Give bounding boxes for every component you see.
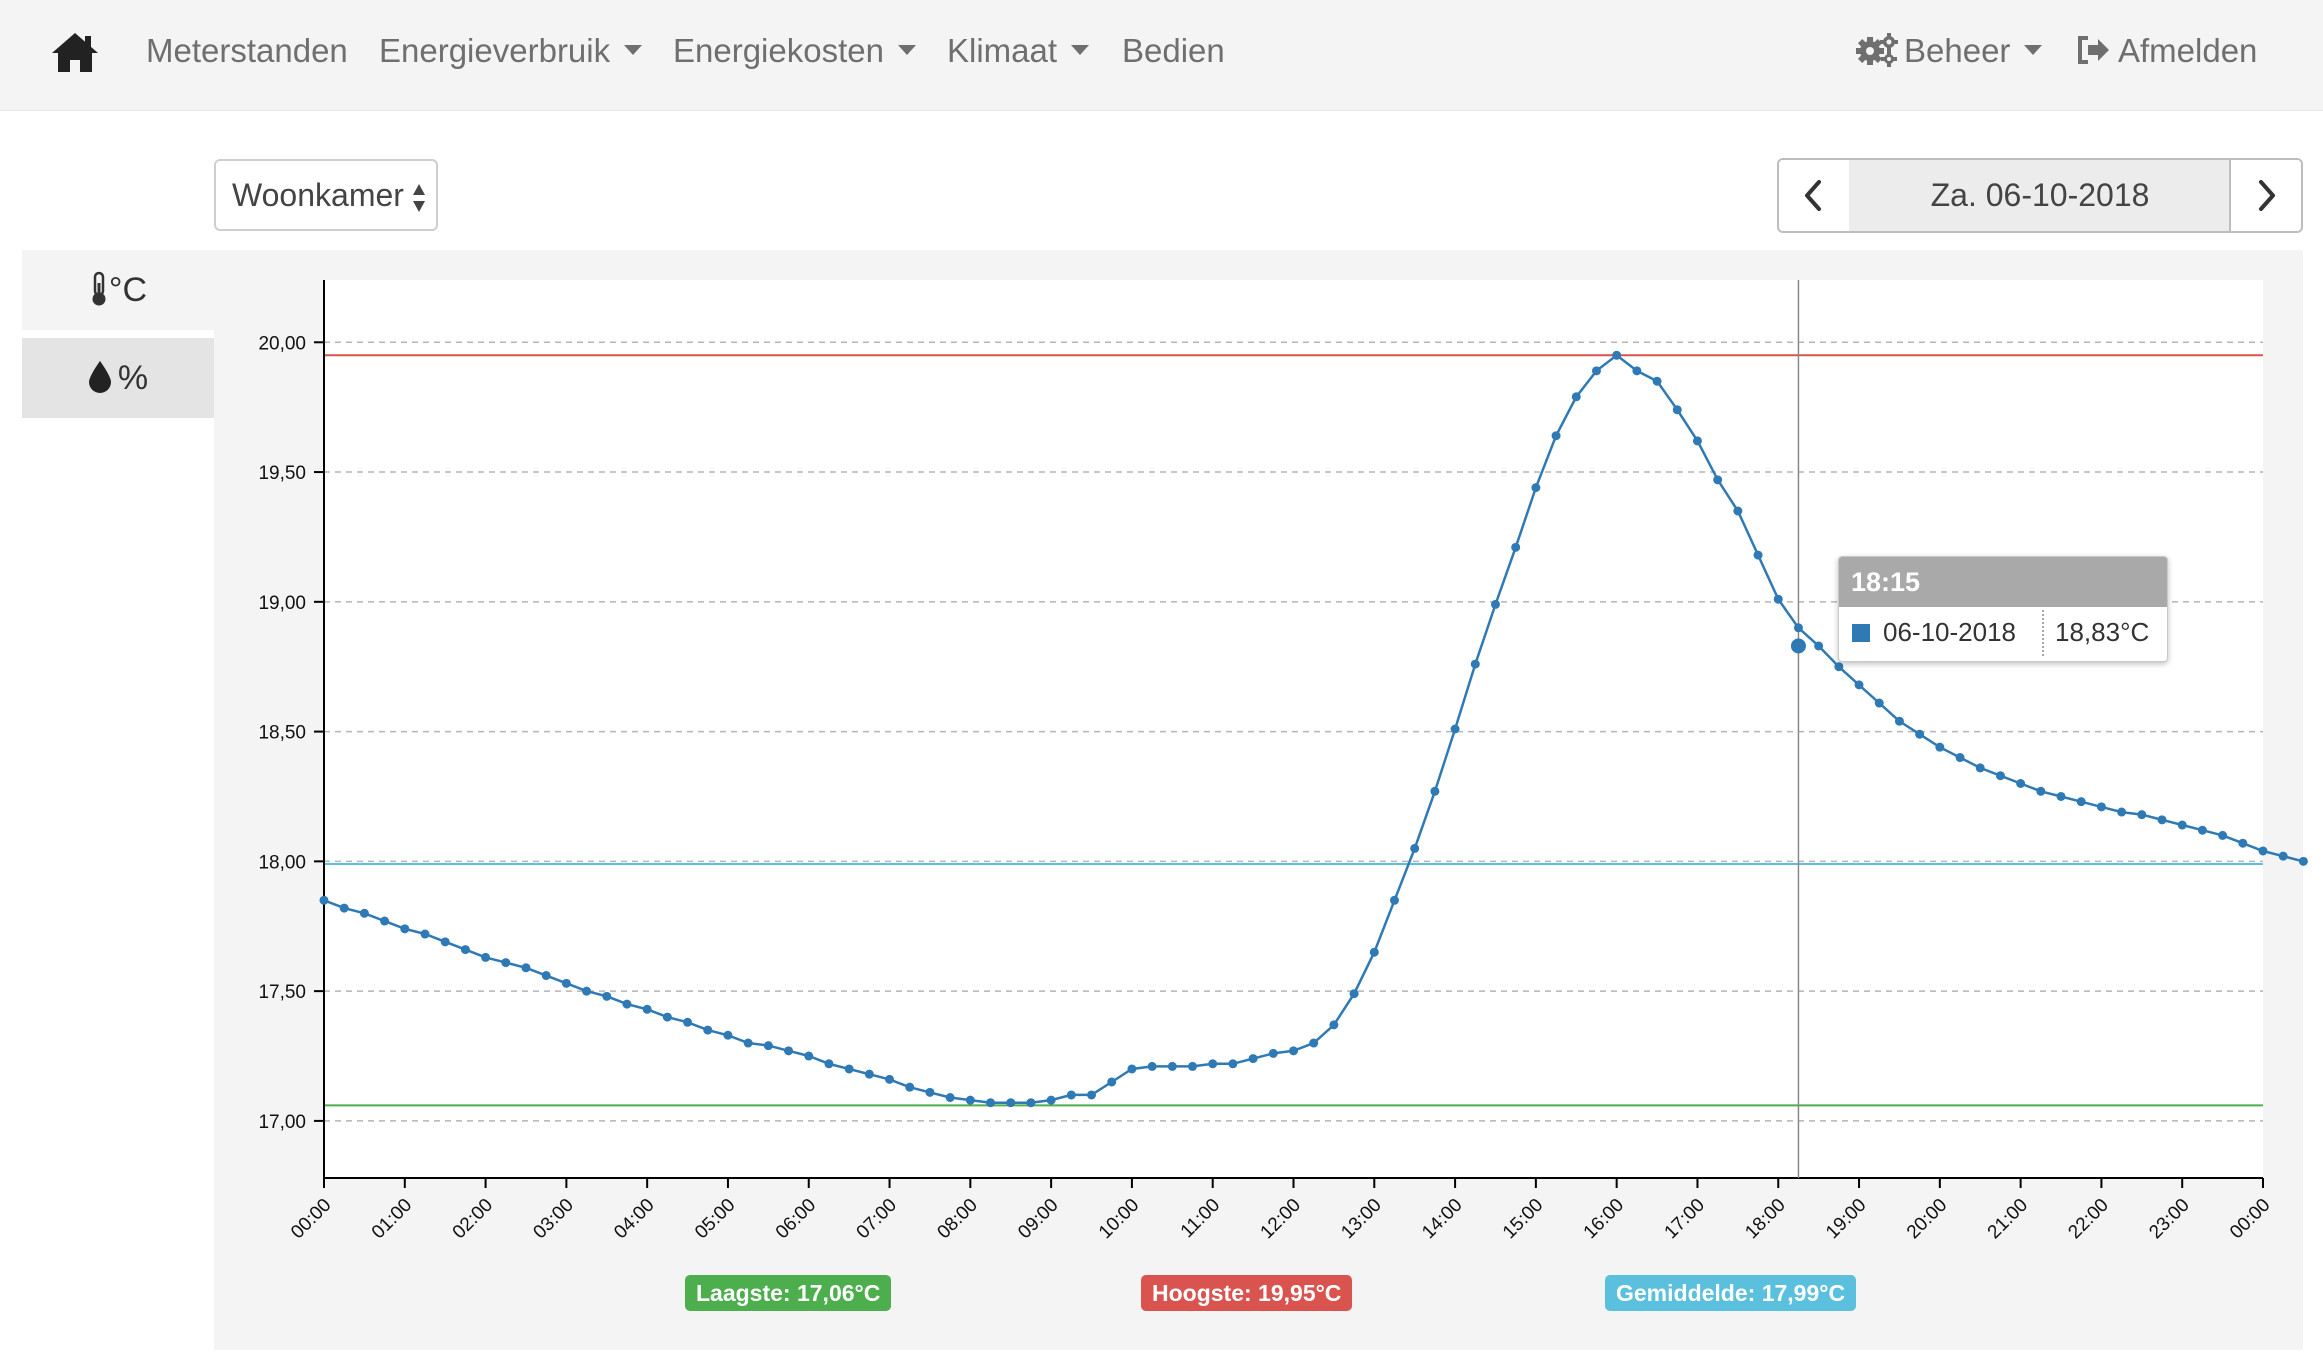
thermometer-icon xyxy=(92,271,106,306)
droplet-icon xyxy=(88,361,111,394)
tab-humidity-label: % xyxy=(117,359,149,397)
chart-tooltip: 18:15 06-10-2018 18,83°C xyxy=(1838,556,2168,662)
nav-beheer-label: Beheer xyxy=(1904,32,2011,69)
nav-bedien[interactable]: Bedien xyxy=(1122,32,1225,70)
tab-temperature-label: °C xyxy=(108,271,148,309)
nav-beheer[interactable]: Beheer xyxy=(1856,32,2043,70)
nav-klimaat-label: Klimaat xyxy=(947,32,1058,69)
tooltip-series-label: 06-10-2018 xyxy=(1883,617,2016,647)
nav-meterstanden[interactable]: Meterstanden xyxy=(146,32,348,70)
gears-icon xyxy=(1856,33,1898,68)
next-day-button[interactable] xyxy=(2229,160,2301,231)
tooltip-row: 06-10-2018 18,83°C xyxy=(1839,607,2167,659)
max-badge: Hoogste: 19,95°C xyxy=(1141,1275,1353,1311)
tab-humidity[interactable]: % xyxy=(22,338,214,418)
nav-bedien-label: Bedien xyxy=(1122,32,1225,69)
tooltip-header: 18:15 xyxy=(1839,557,2167,607)
nav-energieverbruik[interactable]: Energieverbruik xyxy=(379,32,643,70)
room-select[interactable]: Woonkamer xyxy=(214,159,438,231)
chart-panel xyxy=(214,250,2303,1350)
sign-out-icon xyxy=(2078,36,2109,65)
tooltip-value: 18,83°C xyxy=(2055,617,2150,647)
min-badge: Laagste: 17,06°C xyxy=(685,1275,892,1311)
top-navbar: Meterstanden Energieverbruik Energiekost… xyxy=(0,0,2323,111)
tab-temperature[interactable]: °C xyxy=(22,250,214,330)
nav-afmelden-label: Afmelden xyxy=(2118,32,2258,69)
series-swatch xyxy=(1852,624,1870,642)
chevron-right-icon xyxy=(2259,180,2275,211)
select-arrows-icon xyxy=(413,184,425,212)
home-icon[interactable] xyxy=(50,30,100,76)
chevron-down-icon xyxy=(1071,45,1090,56)
nav-klimaat[interactable]: Klimaat xyxy=(947,32,1090,70)
current-date-label: Za. 06-10-2018 xyxy=(1849,160,2231,231)
chevron-down-icon xyxy=(2024,45,2043,56)
room-select-value: Woonkamer xyxy=(232,177,404,213)
date-navigator: Za. 06-10-2018 xyxy=(1777,158,2303,233)
previous-day-button[interactable] xyxy=(1779,160,1851,231)
chevron-down-icon xyxy=(897,45,916,56)
chevron-down-icon xyxy=(624,45,643,56)
nav-afmelden[interactable]: Afmelden xyxy=(2076,32,2257,70)
nav-energiekosten-label: Energiekosten xyxy=(673,32,884,69)
tooltip-divider xyxy=(2042,610,2044,656)
nav-energieverbruik-label: Energieverbruik xyxy=(379,32,611,69)
avg-badge: Gemiddelde: 17,99°C xyxy=(1605,1275,1857,1311)
nav-meterstanden-label: Meterstanden xyxy=(146,32,348,69)
chevron-left-icon xyxy=(1805,180,1821,211)
nav-energiekosten[interactable]: Energiekosten xyxy=(673,32,916,70)
